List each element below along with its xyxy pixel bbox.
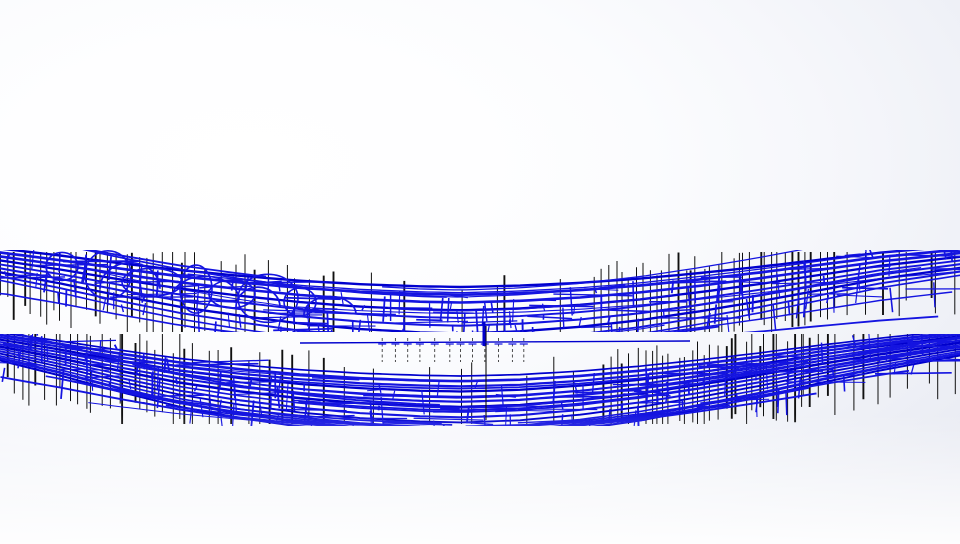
upper-deck-wireframe <box>0 250 960 332</box>
center-construction-marks <box>299 322 691 420</box>
